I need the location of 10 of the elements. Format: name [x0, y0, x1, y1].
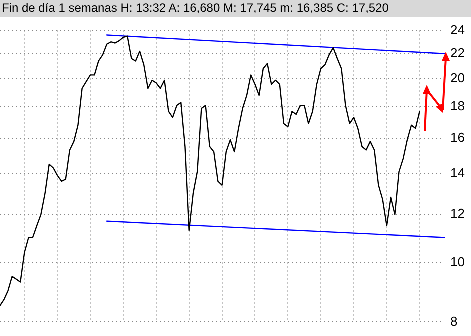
y-tick-label: 8 [450, 314, 458, 329]
y-tick-label: 22 [450, 45, 466, 60]
y-tick-label: 14 [450, 165, 466, 180]
chart-title: Fin de día 1 semanas H: 13:32 A: 16,680 M: 17,745 m: 16,385 C: 17,520 [0, 0, 471, 17]
y-tick-label: 16 [450, 130, 466, 145]
y-tick-label: 10 [450, 254, 466, 270]
y-tick-label: 12 [450, 206, 466, 222]
y-tick-label: 24 [450, 22, 466, 38]
y-tick-label: 18 [450, 98, 466, 114]
y-tick-label: 20 [450, 70, 466, 86]
